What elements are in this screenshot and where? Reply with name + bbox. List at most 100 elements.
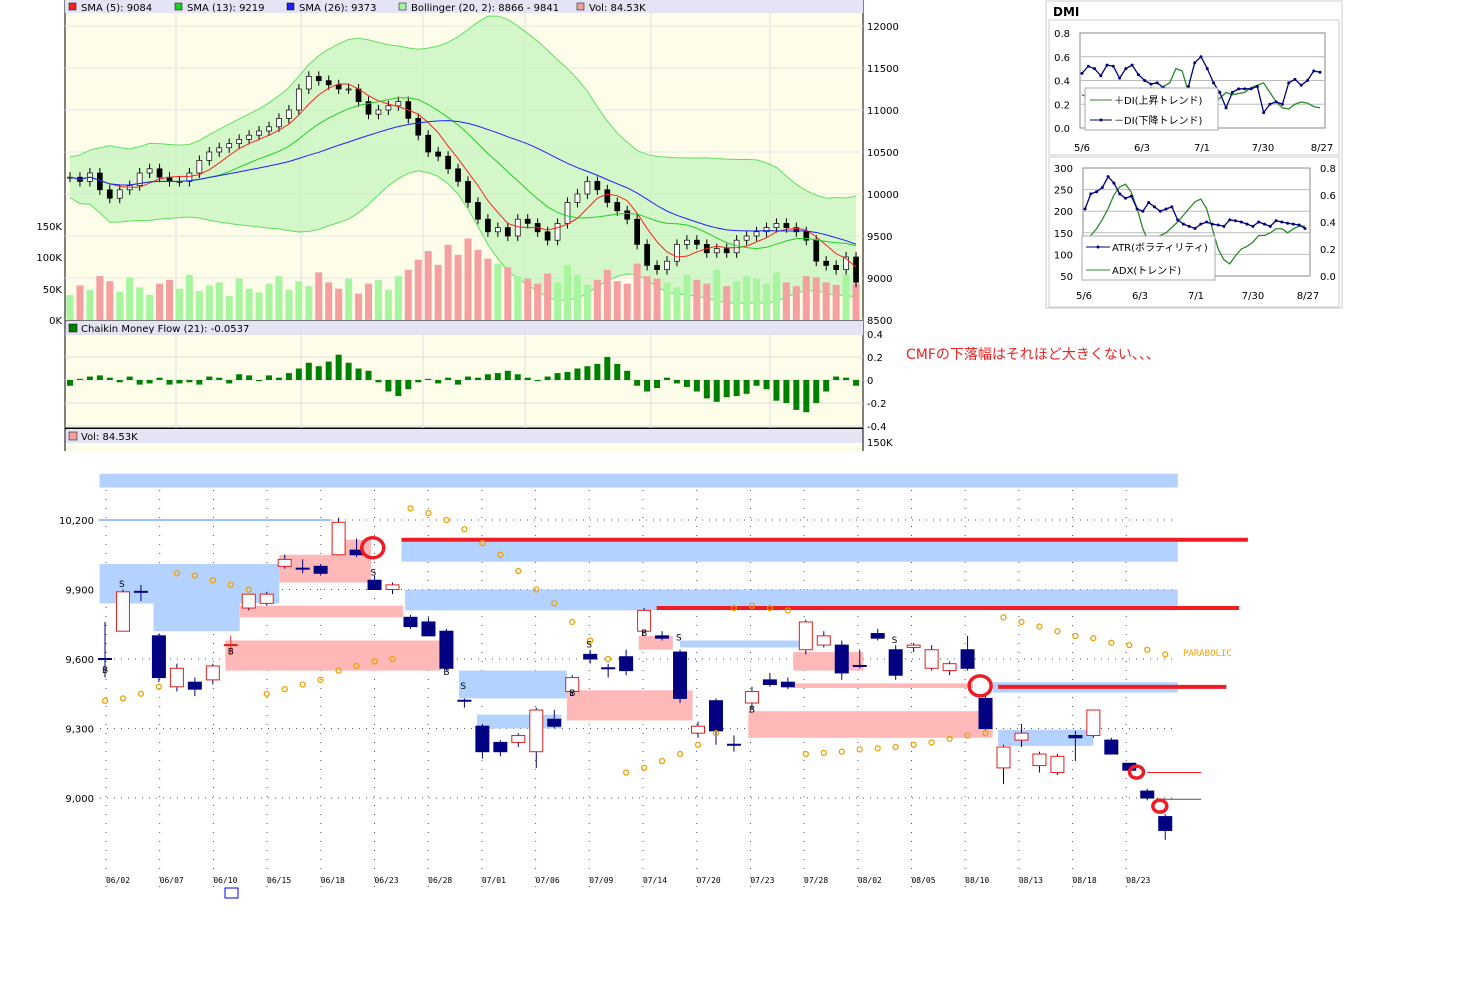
panel-crop: [0, 451, 1476, 461]
candle-body: [654, 265, 660, 270]
candle-body: [803, 231, 810, 241]
minus-di-line-point: [1118, 76, 1122, 80]
volume-axis-tick: 0K: [49, 316, 62, 327]
legend-swatch: [174, 2, 183, 11]
volume-bar: [136, 287, 144, 320]
cmf-bar: [504, 370, 511, 380]
cmf-bar: [673, 380, 680, 384]
minus-di-line-point: [1105, 63, 1109, 67]
signal-label-S: S: [676, 633, 682, 643]
parabolic-sar-point: [137, 690, 145, 697]
cmf-bar: [136, 380, 143, 385]
candle-body: [823, 260, 830, 266]
price-axis-tick: 9000: [867, 274, 892, 285]
candle-body: [514, 218, 521, 237]
cmf-bar: [146, 380, 153, 384]
candle-down: [870, 633, 885, 639]
cmf-bar: [683, 380, 690, 387]
signal-label-S: S: [119, 580, 125, 590]
parabolic-sar-point: [856, 746, 863, 753]
volume-bar: [763, 283, 770, 320]
atr-line-point: [1286, 221, 1290, 225]
atr-line-point: [1222, 224, 1226, 228]
minus-di-line-point: [1318, 70, 1322, 74]
volume-bar: [633, 263, 641, 320]
parabolic-sar-point: [1162, 651, 1169, 658]
atr-line-point: [1095, 190, 1099, 194]
volume-bar: [156, 283, 164, 320]
candle-down: [475, 725, 490, 753]
y-axis-price-label: 9,300: [65, 725, 94, 736]
volume-bar: [424, 251, 432, 320]
candle-body: [524, 218, 531, 224]
atr-line-point: [1297, 223, 1301, 227]
candle-down: [888, 649, 903, 676]
highlight-circle: [967, 674, 993, 698]
parabolic-sar-point: [425, 509, 432, 517]
candle-down: [493, 741, 508, 753]
cmf-bar: [813, 380, 820, 403]
candle-body: [713, 248, 720, 254]
resistance-zone: [680, 640, 803, 648]
candle-up: [1014, 732, 1029, 741]
atr-line-point: [1193, 226, 1197, 230]
signal-label-S: S: [460, 682, 466, 692]
cmf-bar: [126, 376, 133, 380]
parabolic-sar-point: [1054, 628, 1061, 635]
cmf-bar: [106, 377, 113, 380]
annotation-text: CMFの下落幅はそれほど大きくない、、、: [906, 347, 1160, 363]
candle-body: [674, 244, 680, 262]
signal-label-B: B: [228, 647, 234, 657]
parabolic-sar-point: [910, 741, 917, 748]
volume-bar: [444, 244, 452, 320]
x-axis-date-label: 07/09: [589, 876, 613, 885]
volume-bar: [166, 279, 173, 320]
parabolic-sar-point: [658, 757, 666, 765]
parabolic-sar-point: [551, 600, 558, 607]
volume-bar: [86, 289, 94, 320]
candle-body: [604, 189, 611, 203]
volume-bar: [723, 286, 731, 320]
candle-down: [655, 635, 670, 639]
parabolic-sar-point: [928, 739, 935, 746]
candle-body: [783, 223, 790, 228]
candle-body: [634, 218, 641, 245]
highlight-circle: [1127, 764, 1146, 780]
cmf-bar: [325, 361, 332, 380]
volume-bar: [583, 284, 591, 320]
candle-body: [216, 147, 223, 153]
price-axis-tick: 11000: [867, 106, 899, 117]
resistance-zone: [401, 539, 1178, 562]
parabolic-sar-point: [263, 690, 270, 697]
parabolic-sar-point: [101, 697, 109, 704]
candle-down: [583, 653, 598, 660]
minus-di-line-point: [1124, 67, 1128, 71]
volume-bar: [325, 282, 333, 320]
x-axis-date-label: 08/18: [1073, 876, 1097, 885]
parabolic-sar-point: [353, 662, 360, 670]
parabolic-sar-point: [227, 581, 234, 589]
candle-down: [1104, 739, 1119, 755]
legend-entry: Vol: 84.53K: [589, 3, 646, 14]
parabolic-sar-point: [676, 750, 684, 758]
cmf-bar: [335, 354, 342, 380]
cmf-bar: [763, 380, 770, 390]
x-axis-date-label: 07/23: [750, 876, 774, 885]
minus-di-line-point: [1299, 83, 1303, 87]
atr-line-point: [1100, 185, 1104, 189]
parabolic-sar-point: [982, 730, 989, 737]
cmf-bar: [624, 370, 631, 380]
atr-line-point: [1147, 201, 1151, 205]
parabolic-sar-point: [569, 618, 576, 626]
candle-body: [395, 101, 402, 107]
parabolic-sar-point: [587, 637, 594, 644]
x-axis-date-label: 06/28: [428, 876, 452, 885]
candle-body: [813, 239, 820, 262]
parabolic-sar-point: [748, 602, 756, 609]
legend-swatch: [398, 2, 407, 11]
cmf-bar: [285, 373, 292, 380]
candle-up: [259, 593, 274, 604]
volume-bar: [613, 281, 621, 320]
cmf-bar: [494, 373, 501, 380]
x-axis-date-label: 08/10: [965, 876, 989, 885]
